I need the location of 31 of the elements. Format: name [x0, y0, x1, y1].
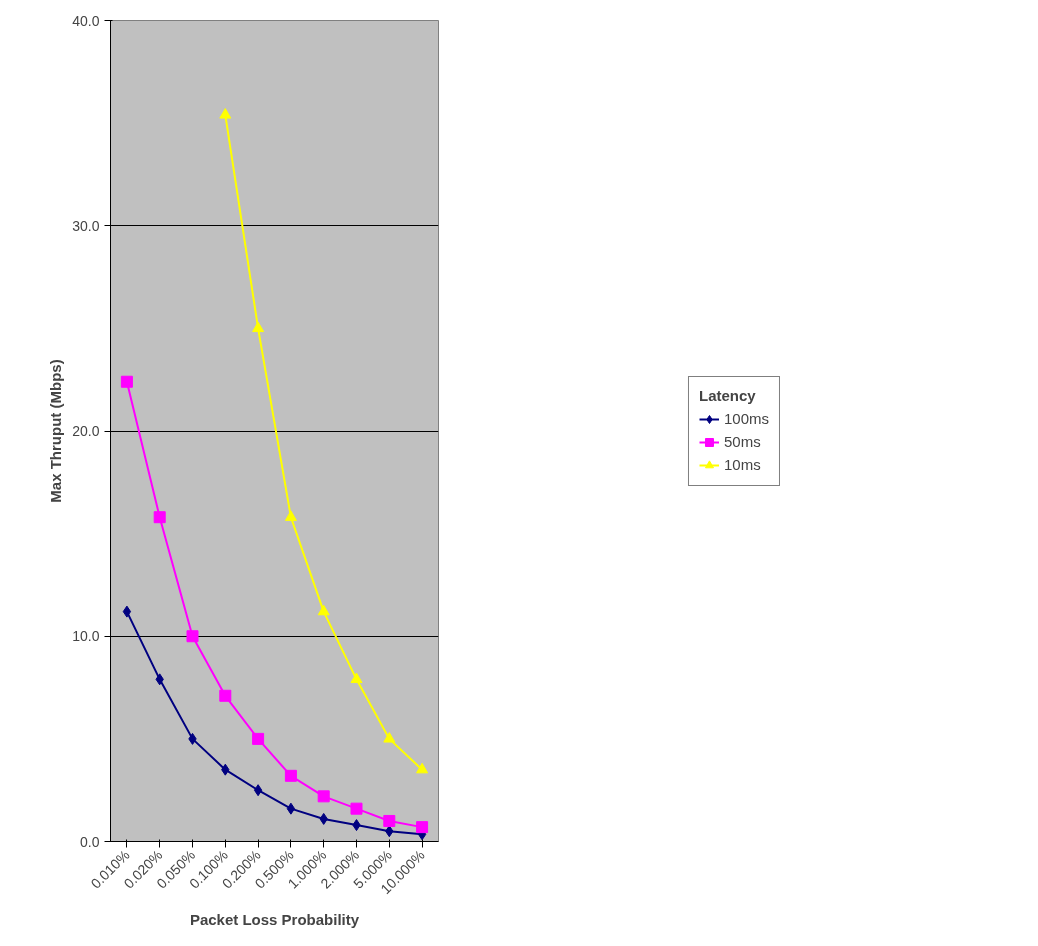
- point: [120, 375, 133, 388]
- y-axis-title: Max Thruput (Mbps): [47, 359, 65, 503]
- point: [284, 769, 297, 782]
- y-tick-label: 30.0: [72, 217, 100, 234]
- point: [122, 605, 132, 618]
- point: [219, 689, 232, 702]
- point: [350, 802, 363, 815]
- point: [416, 821, 429, 834]
- point: [416, 762, 429, 774]
- point: [253, 784, 263, 797]
- legend-label: 50ms: [723, 433, 761, 450]
- point: [383, 814, 396, 827]
- y-tick-label: 0.0: [80, 833, 100, 850]
- legend-label: 100ms: [723, 410, 770, 427]
- y-tick-label: 40.0: [72, 12, 100, 29]
- point: [186, 630, 199, 643]
- point: [317, 604, 330, 616]
- point: [219, 108, 232, 119]
- y-tick-label: 20.0: [72, 423, 100, 439]
- legend-label: 10ms: [723, 456, 761, 473]
- point: [252, 732, 265, 745]
- y-tick-label: 10.0: [72, 628, 100, 645]
- point: [286, 802, 296, 815]
- x-axis-title: Packet Loss Probability: [189, 910, 360, 928]
- point: [383, 732, 396, 743]
- legend-title: Latency: [698, 386, 757, 404]
- point: [284, 510, 297, 521]
- point: [153, 511, 166, 524]
- point: [350, 672, 363, 684]
- point: [252, 321, 265, 333]
- point: [317, 790, 330, 803]
